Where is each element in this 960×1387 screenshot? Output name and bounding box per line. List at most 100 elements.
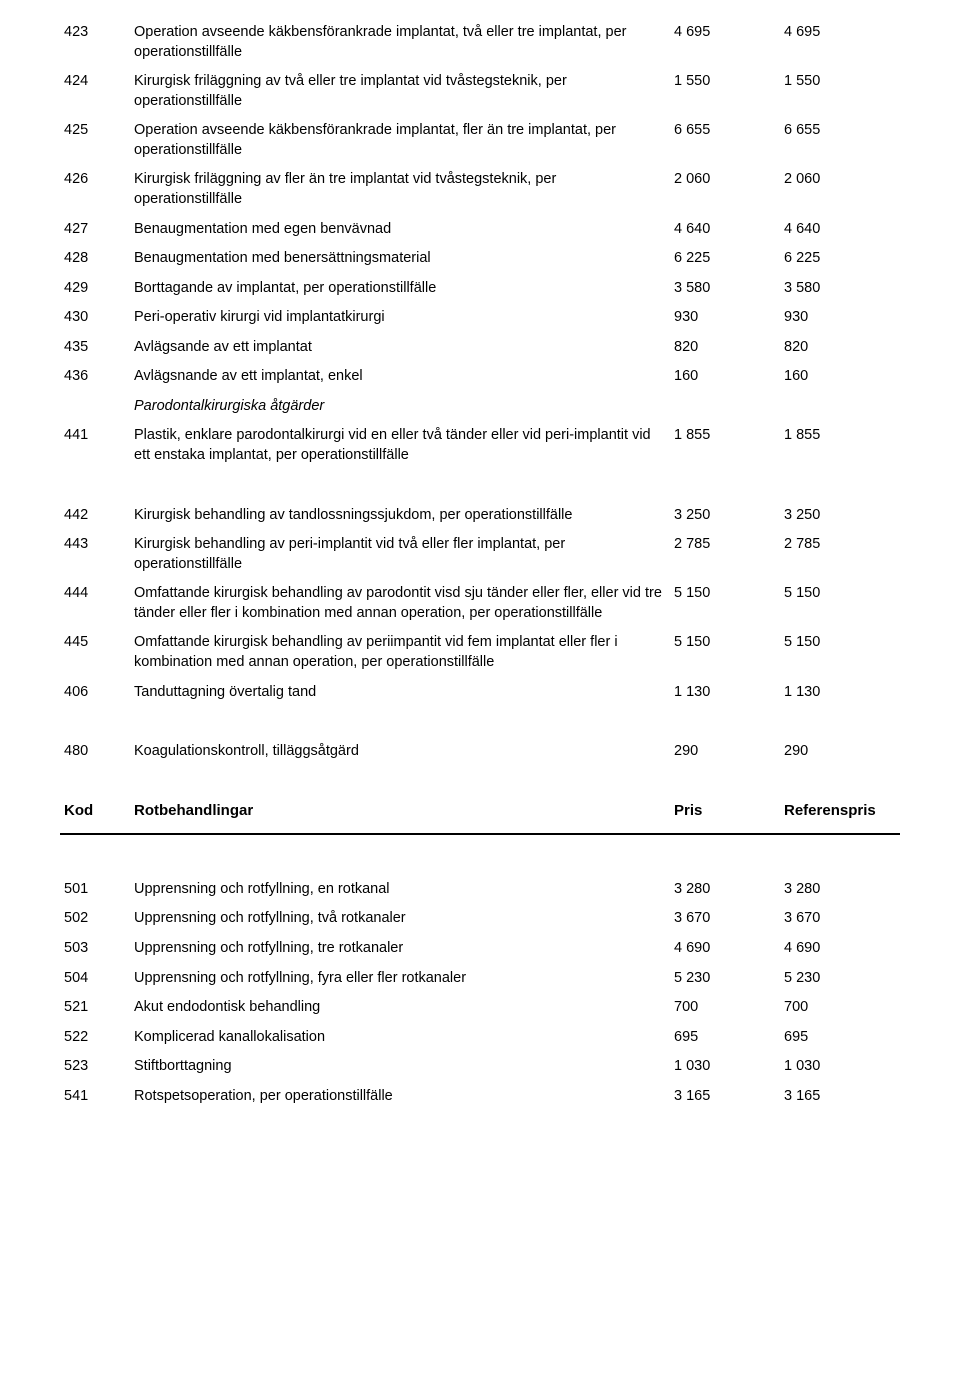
code-cell: 501 bbox=[60, 875, 130, 905]
refprice-cell: 3 250 bbox=[780, 501, 900, 531]
header-cell: Referenspris bbox=[780, 767, 900, 833]
refprice-cell: 290 bbox=[780, 737, 900, 767]
code-cell: 435 bbox=[60, 333, 130, 363]
price-cell: 820 bbox=[670, 333, 780, 363]
price-table: 423Operation avseende käkbensförankrade … bbox=[60, 18, 900, 1111]
code-cell: 427 bbox=[60, 215, 130, 245]
price-cell: 3 670 bbox=[670, 904, 780, 934]
code-cell: 425 bbox=[60, 116, 130, 165]
table-row: 502Upprensning och rotfyllning, två rotk… bbox=[60, 904, 900, 934]
price-cell: 4 690 bbox=[670, 934, 780, 964]
refprice-cell: 1 550 bbox=[780, 67, 900, 116]
price-cell: 2 060 bbox=[670, 165, 780, 214]
code-cell: 521 bbox=[60, 993, 130, 1023]
refprice-cell: 930 bbox=[780, 303, 900, 333]
table-row: 436Avlägsnande av ett implantat, enkel16… bbox=[60, 362, 900, 392]
desc-cell: Avlägsnande av ett implantat, enkel bbox=[130, 362, 670, 392]
spacer-row bbox=[60, 707, 900, 737]
table-row: 441Plastik, enklare parodontalkirurgi vi… bbox=[60, 421, 900, 470]
refprice-cell: 2 060 bbox=[780, 165, 900, 214]
price-cell: 290 bbox=[670, 737, 780, 767]
spacer-row bbox=[60, 471, 900, 501]
price-cell: 5 150 bbox=[670, 579, 780, 628]
refprice-cell: 4 695 bbox=[780, 18, 900, 67]
code-cell: 429 bbox=[60, 274, 130, 304]
code-cell: 442 bbox=[60, 501, 130, 531]
code-cell: 480 bbox=[60, 737, 130, 767]
table-row: 425Operation avseende käkbensförankrade … bbox=[60, 116, 900, 165]
subheading-row: Parodontalkirurgiska åtgärder bbox=[60, 392, 900, 422]
refprice-cell: 5 150 bbox=[780, 628, 900, 677]
desc-cell: Avlägsande av ett implantat bbox=[130, 333, 670, 363]
desc-cell: Operation avseende käkbensförankrade imp… bbox=[130, 116, 670, 165]
code-cell: 423 bbox=[60, 18, 130, 67]
refprice-cell: 820 bbox=[780, 333, 900, 363]
price-cell: 4 640 bbox=[670, 215, 780, 245]
price-cell: 4 695 bbox=[670, 18, 780, 67]
table-row: 445Omfattande kirurgisk behandling av pe… bbox=[60, 628, 900, 677]
price-cell: 6 655 bbox=[670, 116, 780, 165]
table-row: 523Stiftborttagning1 0301 030 bbox=[60, 1052, 900, 1082]
refprice-cell: 1 130 bbox=[780, 678, 900, 708]
desc-cell: Rotspetsoperation, per operationstillfäl… bbox=[130, 1082, 670, 1112]
section-header-row: KodRotbehandlingarPrisReferenspris bbox=[60, 767, 900, 833]
table-row: 427Benaugmentation med egen benvävnad4 6… bbox=[60, 215, 900, 245]
price-cell: 695 bbox=[670, 1023, 780, 1053]
table-row: 480Koagulationskontroll, tilläggsåtgärd2… bbox=[60, 737, 900, 767]
refprice-cell: 2 785 bbox=[780, 530, 900, 579]
refprice-cell: 5 230 bbox=[780, 964, 900, 994]
code-cell: 424 bbox=[60, 67, 130, 116]
table-row: 503Upprensning och rotfyllning, tre rotk… bbox=[60, 934, 900, 964]
refprice-cell: 695 bbox=[780, 1023, 900, 1053]
desc-cell: Plastik, enklare parodontalkirurgi vid e… bbox=[130, 421, 670, 470]
header-cell: Rotbehandlingar bbox=[130, 767, 670, 833]
code-cell: 443 bbox=[60, 530, 130, 579]
table-row: 501Upprensning och rotfyllning, en rotka… bbox=[60, 875, 900, 905]
refprice-cell: 3 580 bbox=[780, 274, 900, 304]
price-cell: 700 bbox=[670, 993, 780, 1023]
refprice-cell: 6 225 bbox=[780, 244, 900, 274]
code-cell: 406 bbox=[60, 678, 130, 708]
desc-cell: Peri-operativ kirurgi vid implantatkirur… bbox=[130, 303, 670, 333]
price-cell: 3 280 bbox=[670, 875, 780, 905]
code-cell: 504 bbox=[60, 964, 130, 994]
table-row: 541Rotspetsoperation, per operationstill… bbox=[60, 1082, 900, 1112]
table-row: 443Kirurgisk behandling av peri-implanti… bbox=[60, 530, 900, 579]
desc-cell: Kirurgisk friläggning av två eller tre i… bbox=[130, 67, 670, 116]
table-row: 423Operation avseende käkbensförankrade … bbox=[60, 18, 900, 67]
desc-cell: Komplicerad kanallokalisation bbox=[130, 1023, 670, 1053]
code-cell: 430 bbox=[60, 303, 130, 333]
refprice-cell: 700 bbox=[780, 993, 900, 1023]
table-row: 444Omfattande kirurgisk behandling av pa… bbox=[60, 579, 900, 628]
refprice-cell: 6 655 bbox=[780, 116, 900, 165]
desc-cell: Kirurgisk behandling av tandlossningssju… bbox=[130, 501, 670, 531]
code-cell: 444 bbox=[60, 579, 130, 628]
table-row: 521Akut endodontisk behandling700700 bbox=[60, 993, 900, 1023]
price-cell: 1 130 bbox=[670, 678, 780, 708]
refprice-cell: 4 640 bbox=[780, 215, 900, 245]
code-cell: 523 bbox=[60, 1052, 130, 1082]
code-cell: 522 bbox=[60, 1023, 130, 1053]
desc-cell: Benaugmentation med benersättningsmateri… bbox=[130, 244, 670, 274]
header-cell: Pris bbox=[670, 767, 780, 833]
spacer-row bbox=[60, 835, 900, 875]
price-cell: 930 bbox=[670, 303, 780, 333]
refprice-cell: 1 855 bbox=[780, 421, 900, 470]
desc-cell: Kirurgisk behandling av peri-implantit v… bbox=[130, 530, 670, 579]
refprice-cell: 3 670 bbox=[780, 904, 900, 934]
price-cell: 3 250 bbox=[670, 501, 780, 531]
table-row: 430Peri-operativ kirurgi vid implantatki… bbox=[60, 303, 900, 333]
desc-cell: Omfattande kirurgisk behandling av parod… bbox=[130, 579, 670, 628]
desc-cell: Upprensning och rotfyllning, två rotkana… bbox=[130, 904, 670, 934]
price-cell: 5 230 bbox=[670, 964, 780, 994]
table-row: 406Tanduttagning övertalig tand1 1301 13… bbox=[60, 678, 900, 708]
price-cell: 6 225 bbox=[670, 244, 780, 274]
desc-cell: Benaugmentation med egen benvävnad bbox=[130, 215, 670, 245]
table-row: 522Komplicerad kanallokalisation695695 bbox=[60, 1023, 900, 1053]
price-cell: 5 150 bbox=[670, 628, 780, 677]
price-cell: 3 165 bbox=[670, 1082, 780, 1112]
desc-cell: Upprensning och rotfyllning, tre rotkana… bbox=[130, 934, 670, 964]
code-cell: 503 bbox=[60, 934, 130, 964]
code-cell: 441 bbox=[60, 421, 130, 470]
desc-cell: Omfattande kirurgisk behandling av perii… bbox=[130, 628, 670, 677]
